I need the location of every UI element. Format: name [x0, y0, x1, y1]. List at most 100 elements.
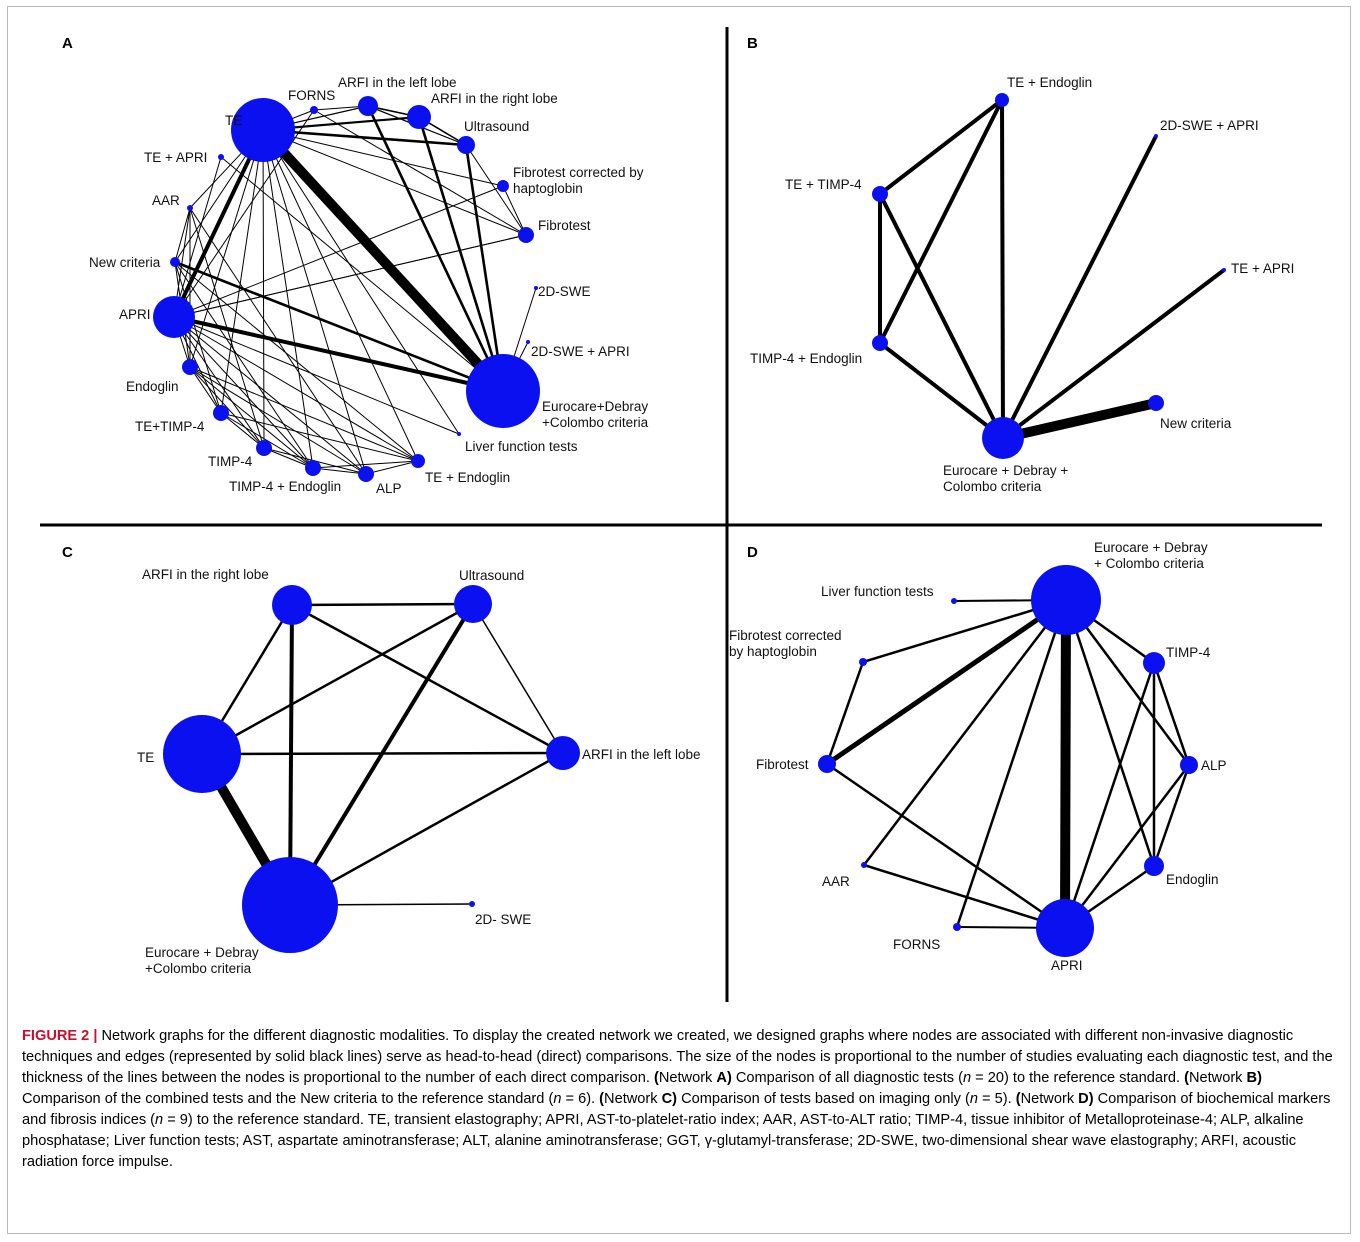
edge-te-tetimp: [220, 129, 264, 414]
edge-alp-apri: [1064, 764, 1190, 929]
node-label-forns: FORNS: [288, 88, 335, 103]
edge-arfi-r-arfi-l: [291, 603, 564, 755]
node-edc: [1031, 565, 1101, 635]
edge-tetimp-teend: [220, 412, 419, 462]
node-teapri: [218, 154, 224, 160]
node-label-lft: Liver function tests: [821, 584, 934, 599]
edge-us-edc: [464, 144, 505, 392]
node-teapri: [1222, 268, 1226, 272]
node-forns: [953, 923, 961, 931]
node-label-arfi-r: ARFI in the right lobe: [142, 567, 269, 582]
edge-edc-apri: [1060, 599, 1071, 929]
node-aar: [861, 862, 867, 868]
edge-fth-ft: [825, 661, 865, 765]
caption-segment: A): [716, 1070, 732, 1086]
panel-letter-a: A: [62, 35, 73, 52]
caption-segment: (: [1184, 1070, 1189, 1086]
edge-ft-fth: [502, 185, 527, 236]
node-label-edc: Eurocare + Debray + Colombo criteria: [1094, 540, 1208, 571]
edges: [197, 602, 564, 908]
edge-ft-apri: [826, 762, 1066, 930]
node-timp: [1143, 652, 1165, 674]
node-label-aar: AAR: [822, 874, 850, 889]
caption-segment: (: [653, 1070, 659, 1086]
node-arfi-l: [358, 96, 378, 116]
node-label-end: Endoglin: [126, 379, 179, 394]
node-lft: [951, 598, 957, 604]
edge-end-timpend: [189, 366, 314, 469]
node-us: [457, 136, 475, 154]
node-label-ft: Fibrotest: [538, 218, 591, 233]
node-forns: [310, 106, 318, 114]
node-alp: [1180, 756, 1198, 774]
edge-new-edc: [1001, 398, 1158, 443]
edge-arfi-r-us: [291, 602, 474, 607]
node-label-arfi-l: ARFI in the left lobe: [582, 747, 701, 762]
node-label-ft: Fibrotest: [756, 757, 809, 772]
edge-fth-apri: [173, 185, 504, 318]
node-label-forns: FORNS: [893, 937, 940, 952]
edge-aar-apri: [863, 863, 1066, 930]
node-label-apri: APRI: [1051, 958, 1083, 973]
edge-edc-forns: [955, 599, 1068, 928]
edge-arfi-r-edc: [417, 116, 505, 392]
node-label-new: New criteria: [89, 255, 161, 270]
node-edc: [982, 417, 1024, 459]
edge-aar-alp: [189, 207, 367, 475]
edge-alp-teend: [365, 460, 419, 475]
edge-edc-end: [1064, 599, 1156, 867]
node-label-te: TE: [225, 113, 242, 128]
edge-us-arfi-l: [472, 603, 564, 754]
edge-apri-teend: [173, 316, 419, 462]
edge-end-timp: [189, 366, 265, 449]
edge-te-lft: [262, 129, 460, 435]
edge-te-teend: [262, 129, 419, 462]
node-edc: [466, 354, 540, 428]
node-arfi-r: [407, 105, 431, 129]
edge-tetimp-timpend: [220, 412, 314, 469]
node-label-aar: AAR: [152, 193, 180, 208]
caption-segment: Network graphs for the different diagnos…: [22, 1028, 1333, 1086]
node-arfi-l: [546, 736, 580, 770]
node-label-lft: Liver function tests: [465, 439, 578, 454]
edge-timpend-alp: [312, 467, 367, 475]
edge-tetimp-timp: [220, 412, 265, 449]
edge-te-alp: [262, 129, 367, 475]
edge-te-end: [189, 129, 264, 368]
node-sweapri: [526, 340, 530, 344]
node-us: [454, 585, 492, 623]
edge-tetimp-teend: [878, 98, 1004, 196]
edge-apri-lft: [173, 316, 460, 435]
caption-segment: C): [661, 1091, 678, 1107]
edge-new-timpend: [174, 261, 314, 469]
edge-new-teend: [174, 261, 419, 462]
node-te: [231, 98, 295, 162]
node-label-teapri: TE + APRI: [1231, 261, 1294, 276]
edges: [825, 597, 1191, 930]
node-end: [1144, 856, 1164, 876]
node-teend: [411, 454, 425, 468]
node-sweapri: [1154, 134, 1158, 138]
node-label-alp: ALP: [1201, 758, 1227, 773]
node-alp: [358, 466, 374, 482]
node-label-te: TE: [137, 750, 154, 765]
node-tetimp: [872, 186, 888, 202]
node-edc: [242, 857, 338, 953]
edge-te-timp: [262, 129, 265, 449]
caption-segment: Comparison of the combined tests and the…: [22, 1091, 554, 1107]
edge-apri-alp: [173, 316, 367, 475]
node-label-swe: 2D-SWE: [538, 284, 591, 299]
caption-segment: = 5).: [978, 1091, 1016, 1107]
edge-alp-end: [1152, 764, 1191, 867]
caption-segment: B): [1246, 1070, 1262, 1086]
node-timp: [256, 440, 272, 456]
edge-arfi-l-edc: [366, 105, 505, 392]
edges: [878, 98, 1226, 443]
node-label-teend: TE + Endoglin: [1007, 75, 1092, 90]
node-label-timp: TIMP-4: [208, 454, 253, 469]
caption-segment: Network: [604, 1091, 662, 1107]
node-label-timp: TIMP-4: [1166, 645, 1211, 660]
node-label-us: Ultrasound: [459, 568, 524, 583]
edge-te-ft: [262, 129, 527, 236]
node-apri: [153, 296, 195, 338]
